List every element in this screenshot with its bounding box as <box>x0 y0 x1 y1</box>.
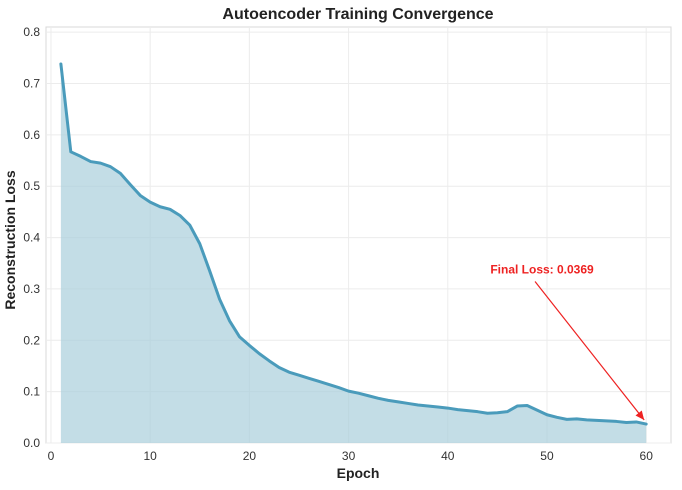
axis-ticks: 0 10 20 30 40 50 60 0.0 0.1 0.2 0.3 0.4 0.5 0.6 0.7 0.8 <box>23 25 653 463</box>
x-tick-label: 60 <box>640 449 654 463</box>
annotation-arrow <box>534 281 645 421</box>
y-tick-label: 0.7 <box>23 76 40 90</box>
chart-title: Autoencoder Training Convergence <box>222 6 493 23</box>
y-tick-label: 0.2 <box>23 333 40 347</box>
loss-area-fill <box>60 63 647 443</box>
y-tick-label: 0.5 <box>23 179 40 193</box>
y-tick-label: 0.1 <box>23 385 40 399</box>
y-tick-label: 0.4 <box>23 231 40 245</box>
loss-line <box>59 62 648 426</box>
annotation-text: Final Loss: 0.0369 <box>490 263 594 277</box>
y-tick-label: 0.8 <box>23 25 40 39</box>
x-tick-label: 20 <box>243 449 257 463</box>
x-tick-label: 30 <box>342 449 356 463</box>
y-tick-label: 0.6 <box>23 128 40 142</box>
annotation-arrowhead <box>635 410 645 421</box>
x-tick-label: 50 <box>540 449 554 463</box>
y-axis-label: Reconstruction Loss <box>2 170 18 309</box>
x-tick-label: 40 <box>441 449 455 463</box>
x-axis-label: Epoch <box>337 465 380 481</box>
y-tick-label: 0.3 <box>23 282 40 296</box>
x-tick-label: 10 <box>143 449 157 463</box>
loss-area <box>59 62 648 443</box>
x-tick-label: 0 <box>48 449 55 463</box>
final-loss-annotation: Final Loss: 0.0369 <box>490 263 645 421</box>
y-tick-label: 0.0 <box>23 436 40 450</box>
